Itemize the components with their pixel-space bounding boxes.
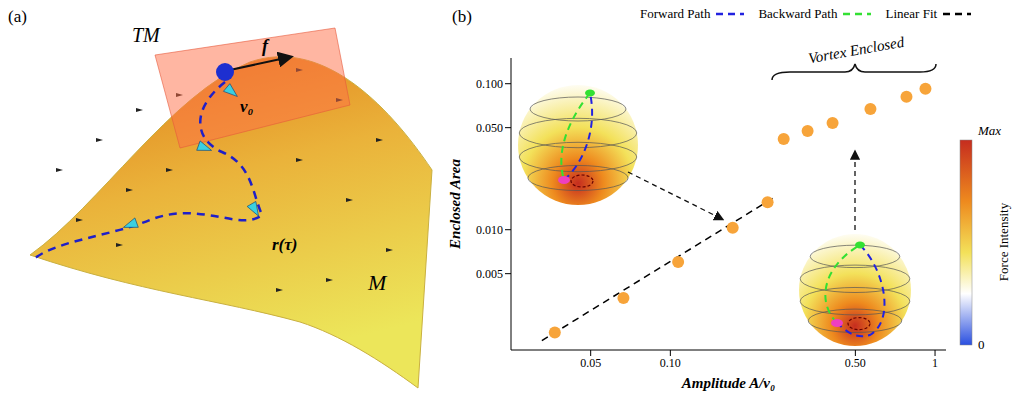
svg-text:0.05: 0.05 — [580, 356, 601, 370]
svg-text:r(τ): r(τ) — [272, 235, 297, 254]
svg-text:0.050: 0.050 — [476, 121, 503, 135]
html-text:Linear Fit: Linear Fit — [885, 6, 938, 21]
html-text:Backward Path: Backward Path — [758, 6, 838, 21]
svg-text:TM: TM — [132, 24, 161, 46]
svg-text:(a): (a) — [8, 7, 27, 26]
svg-text:Enclosed Area: Enclosed Area — [447, 159, 463, 250]
svg-text:Force Intensity: Force Intensity — [996, 202, 1011, 281]
html-text:Forward Path: Forward Path — [640, 6, 711, 21]
svg-text:0.100: 0.100 — [476, 77, 503, 91]
svg-text:Amplitude A/v₀: Amplitude A/v₀ — [681, 375, 775, 391]
svg-text:0.10: 0.10 — [660, 356, 681, 370]
svg-text:Vortex Enclosed: Vortex Enclosed — [807, 34, 906, 67]
svg-text:0.010: 0.010 — [476, 223, 503, 237]
svg-text:f: f — [262, 36, 270, 56]
svg-text:0.50: 0.50 — [845, 356, 866, 370]
svg-text:M: M — [367, 270, 388, 295]
svg-text:v₀: v₀ — [240, 97, 254, 116]
svg-text:0.005: 0.005 — [476, 267, 503, 281]
svg-text:0: 0 — [978, 337, 985, 352]
svg-text:Max: Max — [977, 123, 1001, 138]
svg-text:1: 1 — [932, 356, 938, 370]
svg-text:(b): (b) — [452, 7, 472, 26]
